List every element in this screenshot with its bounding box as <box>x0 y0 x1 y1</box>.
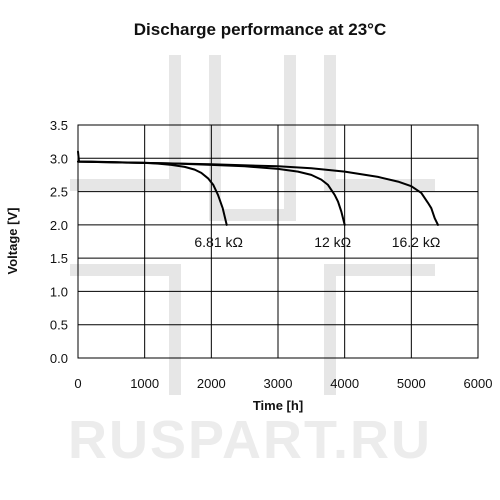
x-tick-label: 6000 <box>464 376 493 391</box>
watermark-shape <box>70 55 435 395</box>
x-tick-label: 1000 <box>130 376 159 391</box>
y-tick-label: 1.0 <box>50 284 68 299</box>
plot-frame <box>77 124 479 359</box>
series-lines <box>77 150 439 226</box>
x-tick-label: 0 <box>74 376 81 391</box>
y-tick-label: 2.5 <box>50 185 68 200</box>
y-tick-label: 2.0 <box>50 218 68 233</box>
x-tick-label: 4000 <box>330 376 359 391</box>
x-tick-label: 2000 <box>197 376 226 391</box>
y-tick-labels: 0.0 0.5 1.0 1.5 2.0 2.5 3.0 3.5 <box>50 118 68 366</box>
x-tick-label: 3000 <box>264 376 293 391</box>
x-tick-label: 5000 <box>397 376 426 391</box>
watermark: RUSPART.RU <box>68 55 435 470</box>
series-line-3 <box>77 160 439 226</box>
y-tick-label: 1.5 <box>50 251 68 266</box>
y-tick-label: 3.5 <box>50 118 68 133</box>
curve-labels: 6.81 kΩ 12 kΩ 16.2 kΩ <box>194 234 440 250</box>
chart-title: Discharge performance at 23°C <box>134 20 386 39</box>
y-tick-label: 3.0 <box>50 151 68 166</box>
watermark-text: RUSPART.RU <box>68 410 432 470</box>
y-tick-label: 0.0 <box>50 351 68 366</box>
x-tick-labels: 0 1000 2000 3000 4000 5000 6000 <box>74 376 492 391</box>
y-axis-label: Voltage [V] <box>5 208 20 275</box>
curve-label-1: 6.81 kΩ <box>194 234 243 250</box>
curve-label-3: 16.2 kΩ <box>392 234 441 250</box>
curve-label-2: 12 kΩ <box>314 234 351 250</box>
x-axis-label: Time [h] <box>253 398 303 413</box>
y-tick-label: 0.5 <box>50 318 68 333</box>
